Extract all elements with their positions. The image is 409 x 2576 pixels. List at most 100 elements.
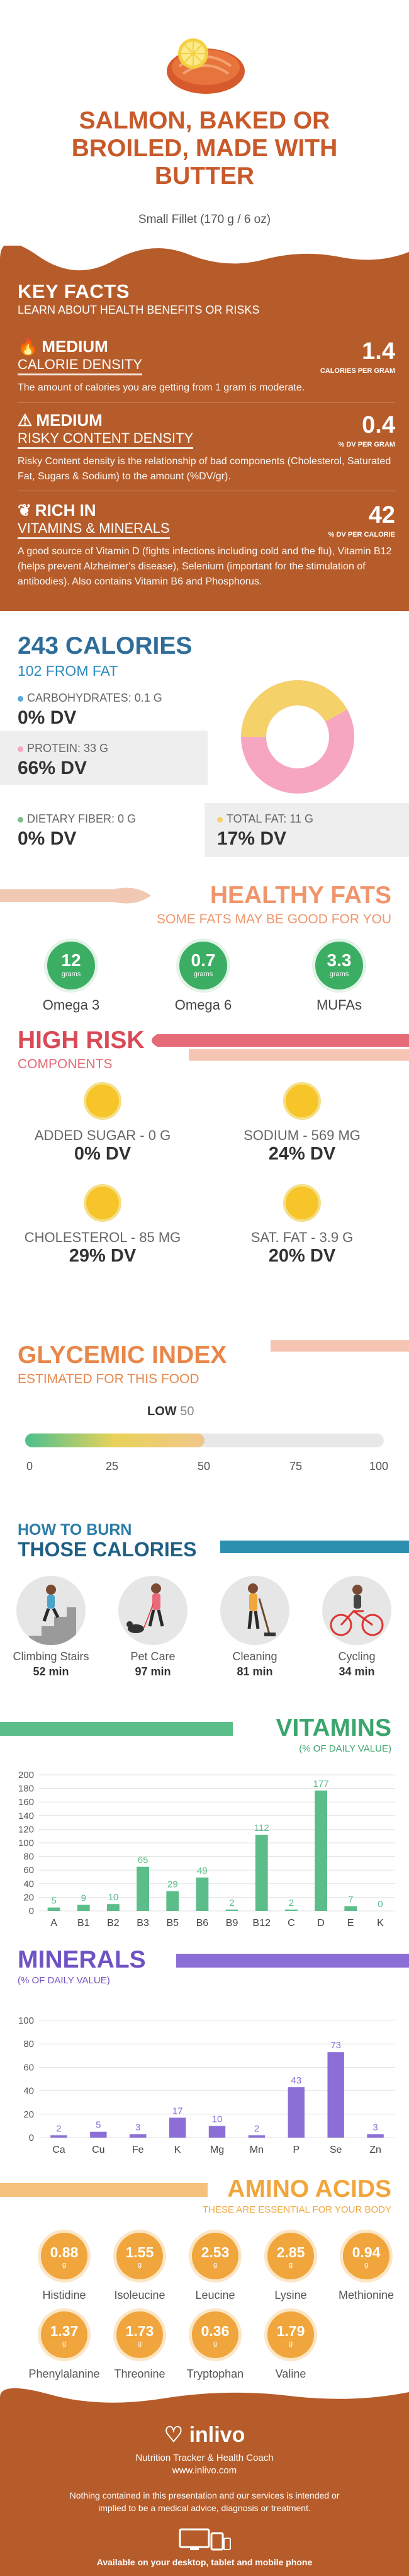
fiber-dv: 0% DV bbox=[18, 828, 77, 849]
omega6-unit: grams bbox=[193, 971, 213, 978]
x-tick-label: B6 bbox=[196, 1918, 209, 1929]
footer-available: Available on your desktop, tablet and mo… bbox=[96, 2557, 313, 2567]
amino-value: 0.88 bbox=[50, 2244, 79, 2260]
footer-wave bbox=[0, 2387, 409, 2403]
macro-donut-chart bbox=[241, 680, 354, 794]
omega3-unit: grams bbox=[61, 971, 81, 978]
amino-unit: g bbox=[62, 2261, 67, 2269]
tick-label: 0 bbox=[26, 1460, 33, 1473]
amino-value: 0.36 bbox=[201, 2323, 230, 2339]
x-tick-label: Mg bbox=[210, 2145, 224, 2155]
minerals-subtitle: (% OF DAILY VALUE) bbox=[18, 1975, 110, 1986]
y-tick-label: 0 bbox=[29, 2133, 34, 2143]
bar-value-label: 3 bbox=[373, 2122, 378, 2133]
bar bbox=[315, 1790, 327, 1911]
x-tick-label: A bbox=[50, 1918, 57, 1929]
bar-value-label: 10 bbox=[108, 1892, 119, 1903]
bar-value-label: 2 bbox=[289, 1898, 294, 1908]
amino-subtitle: THESE ARE ESSENTIAL FOR YOUR BODY bbox=[202, 2204, 391, 2215]
bar bbox=[285, 1909, 298, 1911]
bar-value-label: 0 bbox=[378, 1899, 383, 1910]
x-tick-label: B12 bbox=[253, 1918, 271, 1929]
key-facts-subtitle: LEARN ABOUT HEALTH BENEFITS OR RISKS bbox=[18, 304, 260, 316]
x-tick-label: C bbox=[288, 1918, 295, 1929]
wave-divider bbox=[0, 246, 409, 271]
sat-fat-label: SAT. FAT - 3.9 g bbox=[250, 1229, 354, 1245]
tick-label: 75 bbox=[289, 1460, 303, 1473]
fact-description: A good source of Vitamin D (fights infec… bbox=[18, 546, 392, 587]
x-tick-label: B1 bbox=[77, 1918, 90, 1929]
amino-label: Valine bbox=[275, 2368, 306, 2380]
healthy-fats-section: HEALTHY FATS SOME FATS MAY BE GOOD FOR Y… bbox=[0, 875, 409, 1020]
bar bbox=[225, 1909, 238, 1911]
bar-value-label: 17 bbox=[172, 2106, 183, 2116]
fact-value: 0.4 bbox=[362, 412, 395, 438]
activity-minutes: 81 min bbox=[237, 1665, 273, 1678]
x-tick-label: E bbox=[347, 1918, 354, 1929]
salmon-image bbox=[167, 38, 245, 94]
amino-circle: 0.88 g bbox=[38, 2230, 91, 2282]
amino-value: 1.79 bbox=[276, 2323, 305, 2339]
y-tick-label: 40 bbox=[23, 2086, 34, 2097]
y-tick-label: 80 bbox=[23, 1852, 34, 1862]
glycemic-value: 50 bbox=[180, 1405, 194, 1418]
carbs-label: CARBOHYDRATES: 0.1 g bbox=[27, 692, 162, 704]
y-tick-label: 40 bbox=[23, 1879, 34, 1889]
amino-unit: g bbox=[288, 2261, 293, 2269]
x-tick-label: B5 bbox=[166, 1918, 179, 1929]
x-tick-label: B9 bbox=[226, 1918, 238, 1929]
scale-fill bbox=[25, 1433, 204, 1447]
amino-circle: 0.36 g bbox=[189, 2308, 242, 2361]
amino-circle: 2.85 g bbox=[264, 2230, 317, 2282]
omega6-circle: 0.7 grams bbox=[176, 938, 230, 993]
protein-dot bbox=[18, 746, 23, 752]
high-risk-title: HIGH RISK bbox=[18, 1027, 145, 1054]
amino-value: 2.85 bbox=[276, 2244, 305, 2260]
sodium-label: SODIUM - 569 mg bbox=[244, 1127, 361, 1143]
header: SALMON, BAKED OR BROILED, MADE WITH BUTT… bbox=[0, 0, 409, 246]
amino-circle: 2.53 g bbox=[189, 2230, 242, 2282]
x-tick-label: Ca bbox=[52, 2145, 65, 2155]
protein-stat: PROTEIN: 33 g 66% DV bbox=[18, 742, 108, 779]
y-tick-label: 100 bbox=[18, 2015, 34, 2026]
fact-value: 1.4 bbox=[362, 338, 395, 365]
footer-tagline: Nutrition Tracker & Health Coach bbox=[135, 2453, 274, 2463]
added-sugar-label: ADDED SUGAR - 0 g bbox=[34, 1127, 171, 1143]
bar bbox=[208, 2126, 226, 2138]
vitamins-section: VITAMINS (% OF DAILY VALUE) 0 20 40 60 80 100… bbox=[0, 1701, 409, 1940]
y-tick-label: 120 bbox=[18, 1824, 34, 1835]
protein-dv: 66% DV bbox=[18, 758, 87, 778]
fact-level: MEDIUM bbox=[42, 337, 108, 356]
key-facts-title: KEY FACTS bbox=[18, 280, 130, 302]
y-tick-label: 100 bbox=[18, 1838, 34, 1849]
food-title: SALMON, BAKED OR BROILED, MADE WITH BUTT… bbox=[71, 107, 338, 190]
mufa-value: 3.3 bbox=[327, 950, 352, 970]
minerals-bar-deco bbox=[176, 1954, 409, 1968]
amino-label: Lysine bbox=[274, 2289, 307, 2301]
neutral-face-icon bbox=[283, 1082, 321, 1120]
fiber-label: DIETARY FIBER: 0 g bbox=[27, 812, 137, 825]
fat-dot bbox=[217, 816, 223, 823]
amino-circle: 1.37 g bbox=[38, 2308, 91, 2361]
bar bbox=[50, 2135, 67, 2138]
amino-value: 1.37 bbox=[50, 2323, 79, 2339]
bar-value-label: 5 bbox=[51, 1896, 56, 1906]
fact-value: 42 bbox=[368, 502, 395, 528]
serving-size: Small Fillet (170 g / 6 oz) bbox=[138, 213, 271, 226]
bar bbox=[255, 1835, 268, 1911]
mufa-unit: grams bbox=[329, 971, 349, 978]
bar bbox=[47, 1907, 60, 1911]
x-tick-label: Mn bbox=[250, 2145, 264, 2155]
x-tick-label: K bbox=[174, 2145, 181, 2155]
pet-care-icon bbox=[118, 1576, 188, 1645]
glycemic-level: LOW bbox=[147, 1405, 177, 1418]
fat-label: TOTAL FAT: 11 g bbox=[227, 812, 314, 825]
footer-url[interactable]: www.inlivo.com bbox=[172, 2465, 237, 2476]
calories-section: 243 CALORIES 102 FROM FAT CARBOHYDRATES:… bbox=[0, 611, 409, 875]
minerals-title: MINERALS bbox=[18, 1946, 146, 1973]
amino-label: Threonine bbox=[114, 2368, 165, 2380]
calories-from-fat: 102 FROM FAT bbox=[18, 663, 118, 679]
vitamins-bar-deco bbox=[0, 1722, 233, 1736]
fiber-dot bbox=[18, 816, 23, 823]
devices-icon bbox=[179, 2528, 231, 2551]
